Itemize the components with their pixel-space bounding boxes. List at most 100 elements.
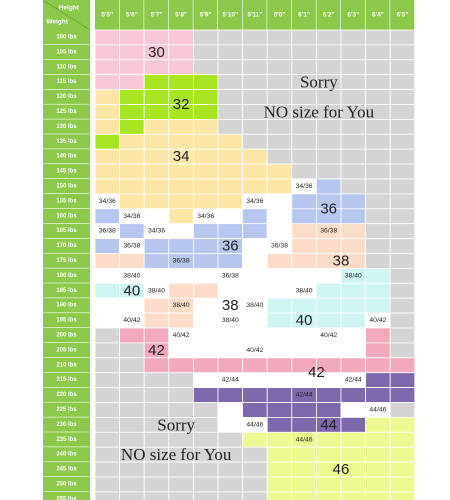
cell-label: 36/38 <box>222 272 239 279</box>
size-cell <box>168 238 194 254</box>
size-cell <box>291 148 317 165</box>
weight-tick-label: 195 lbs <box>56 318 77 324</box>
weight-tick-label: 220 lbs <box>56 392 77 398</box>
size-cell <box>242 431 268 448</box>
size-cell <box>143 357 170 374</box>
size-cell <box>143 29 170 46</box>
weight-header-cell <box>43 164 90 179</box>
weight-tick-label: 155 lbs <box>56 198 77 204</box>
size-cell <box>119 29 145 46</box>
size-cell <box>168 357 194 374</box>
size-cell <box>217 193 244 210</box>
size-cell <box>365 223 391 239</box>
size-cell <box>94 327 121 344</box>
weight-tick-label: 225 lbs <box>56 407 77 413</box>
height-header-cell <box>267 0 292 30</box>
weight-header-cell <box>43 30 90 45</box>
weight-header-cell <box>43 357 90 373</box>
size-cell <box>266 327 293 344</box>
size-cell <box>192 282 219 299</box>
cell-label: 40/42 <box>320 332 337 339</box>
size-cell <box>291 476 317 493</box>
size-cell <box>389 59 416 76</box>
weight-header-cell <box>43 477 90 492</box>
size-cell <box>94 208 121 225</box>
size-cell <box>242 163 268 180</box>
size-cell <box>315 312 342 329</box>
size-cell <box>365 253 391 269</box>
weight-tick-label: 200 lbs <box>56 332 77 338</box>
size-cell <box>365 74 391 90</box>
size-cell <box>365 44 391 61</box>
weight-header-cell <box>43 491 90 500</box>
height-header-cell <box>168 0 193 30</box>
size-cell <box>119 104 145 120</box>
size-cell <box>340 29 367 46</box>
size-cell <box>192 267 219 284</box>
size-cell <box>389 148 416 165</box>
weight-tick-label: 180 lbs <box>56 273 77 279</box>
size-cell <box>242 44 268 61</box>
size-cell <box>119 327 145 344</box>
size-cell <box>389 29 416 46</box>
weight-header-cell <box>43 417 90 432</box>
size-cell <box>143 238 170 254</box>
size-cell <box>143 104 170 120</box>
size-cell <box>217 29 244 46</box>
weight-header-cell <box>43 89 90 104</box>
weight-tick-label: 125 lbs <box>56 109 77 115</box>
size-cell <box>340 476 367 493</box>
size-cell <box>365 178 391 195</box>
size-cell <box>365 491 391 500</box>
size-cell <box>217 223 244 239</box>
size-cell <box>365 282 391 299</box>
cell-label: 34/36 <box>123 213 140 220</box>
size-cell <box>168 491 194 500</box>
size-cell <box>217 327 244 344</box>
cell-label: 34/36 <box>246 198 263 205</box>
size-cell <box>389 402 416 418</box>
size-cell <box>389 416 416 433</box>
size-cell <box>94 178 121 195</box>
size-cell <box>143 476 170 493</box>
size-cell <box>143 133 170 150</box>
size-cell <box>365 416 391 433</box>
size-cell <box>291 44 317 61</box>
cell-label: 40/42 <box>123 317 140 324</box>
size-label: 42 <box>308 364 325 381</box>
size-cell <box>266 431 293 448</box>
size-cell <box>119 148 145 165</box>
size-cell <box>217 491 244 500</box>
weight-header-cell <box>43 313 90 328</box>
size-cell <box>94 133 121 150</box>
size-cell <box>168 133 194 150</box>
sorry-note: NO size for You <box>121 445 232 464</box>
size-cell <box>389 119 416 135</box>
size-cell <box>143 461 170 478</box>
size-cell <box>266 491 293 500</box>
size-cell <box>192 178 219 195</box>
weight-tick-label: 105 lbs <box>56 49 77 55</box>
weight-header-cell <box>43 342 90 358</box>
weight-tick-label: 145 lbs <box>56 169 77 175</box>
size-label: 42 <box>148 342 165 359</box>
size-cell <box>365 59 391 76</box>
size-cell <box>315 387 342 403</box>
size-cell <box>192 89 219 105</box>
size-cell <box>242 312 268 329</box>
size-cell <box>266 267 293 284</box>
height-tick-label: 6'3" <box>347 12 359 19</box>
size-cell <box>365 297 391 314</box>
size-cell <box>242 267 268 284</box>
size-cell <box>315 267 342 284</box>
corner-diagonal <box>42 0 91 31</box>
size-cell <box>94 59 121 76</box>
cell-label: 40/42 <box>369 317 386 324</box>
weight-tick-label: 100 lbs <box>56 34 77 40</box>
weight-tick-label: 215 lbs <box>56 377 77 383</box>
size-cell <box>168 461 194 478</box>
size-cell <box>291 253 317 269</box>
size-cell <box>315 342 342 359</box>
size-cell <box>192 327 219 344</box>
size-cell <box>242 372 268 389</box>
